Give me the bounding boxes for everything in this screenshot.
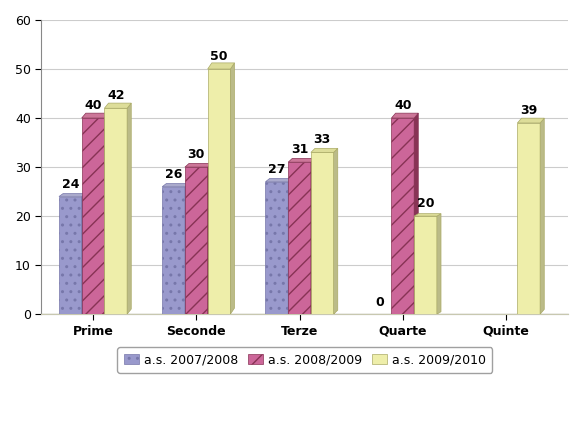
Text: 40: 40 <box>394 99 412 112</box>
Polygon shape <box>104 113 108 314</box>
Polygon shape <box>311 149 338 152</box>
Polygon shape <box>265 182 288 314</box>
Text: 39: 39 <box>520 104 538 117</box>
Text: 30: 30 <box>188 148 205 161</box>
Polygon shape <box>185 164 212 167</box>
Polygon shape <box>162 183 189 187</box>
Polygon shape <box>288 162 311 314</box>
Polygon shape <box>288 179 292 314</box>
Polygon shape <box>230 63 234 314</box>
Text: 33: 33 <box>314 133 331 146</box>
Polygon shape <box>333 149 338 314</box>
Polygon shape <box>265 179 292 182</box>
Polygon shape <box>82 113 108 118</box>
Polygon shape <box>104 108 127 314</box>
Text: 20: 20 <box>417 197 434 210</box>
Polygon shape <box>311 152 333 314</box>
Text: 40: 40 <box>85 99 102 112</box>
Polygon shape <box>127 103 131 314</box>
Text: 50: 50 <box>210 50 228 63</box>
Polygon shape <box>540 118 545 314</box>
Text: 27: 27 <box>268 163 286 176</box>
Polygon shape <box>414 113 418 314</box>
Polygon shape <box>185 167 208 314</box>
Polygon shape <box>311 158 315 314</box>
Polygon shape <box>59 194 86 197</box>
Polygon shape <box>414 216 437 314</box>
Polygon shape <box>414 213 441 216</box>
Text: 26: 26 <box>165 168 182 181</box>
Polygon shape <box>208 63 234 69</box>
Polygon shape <box>185 183 189 314</box>
Polygon shape <box>391 118 414 314</box>
Text: 0: 0 <box>375 296 384 309</box>
Text: 42: 42 <box>107 89 125 103</box>
Polygon shape <box>208 164 212 314</box>
Polygon shape <box>104 103 131 108</box>
Polygon shape <box>517 118 545 123</box>
Text: 31: 31 <box>291 143 308 156</box>
Polygon shape <box>391 113 418 118</box>
Polygon shape <box>82 118 104 314</box>
Text: 24: 24 <box>62 178 79 191</box>
Polygon shape <box>59 197 82 314</box>
Polygon shape <box>288 158 315 162</box>
Polygon shape <box>82 194 86 314</box>
Polygon shape <box>517 123 540 314</box>
Polygon shape <box>162 187 185 314</box>
Polygon shape <box>208 69 230 314</box>
Polygon shape <box>437 213 441 314</box>
Legend: a.s. 2007/2008, a.s. 2008/2009, a.s. 2009/2010: a.s. 2007/2008, a.s. 2008/2009, a.s. 200… <box>117 347 492 373</box>
